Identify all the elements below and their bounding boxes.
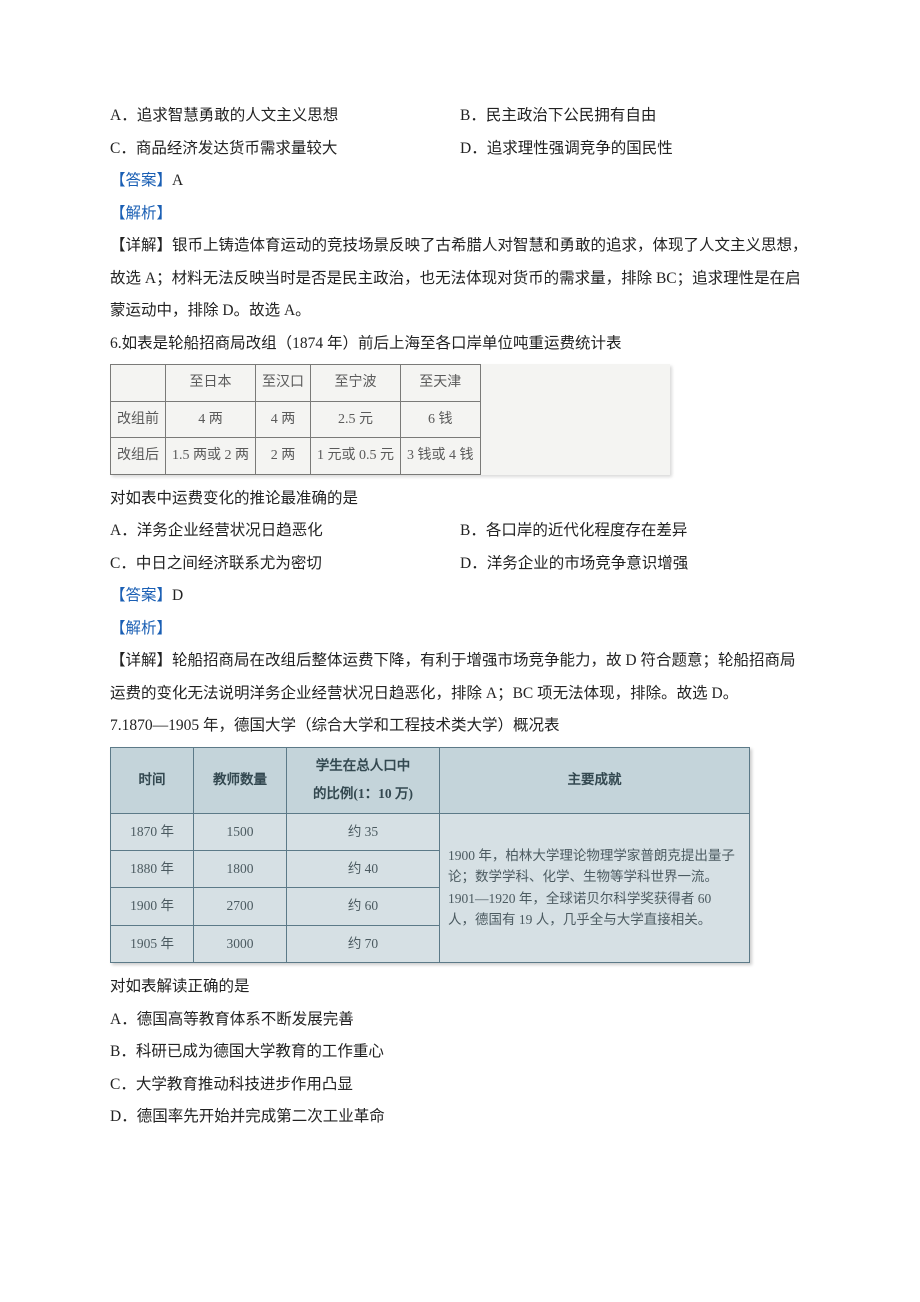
q6-option-d: D．洋务企业的市场竞争意识增强: [460, 548, 810, 581]
q6-stem: 6.如表是轮船招商局改组（1874 年）前后上海至各口岸单位吨重运费统计表: [110, 328, 810, 361]
q7-row-0: 1870 年 1500 约 35 1900 年，柏林大学理论物理学家普朗克提出量…: [111, 813, 750, 850]
q7-r0y: 1870 年: [111, 813, 194, 850]
q7-r3r: 约 70: [287, 925, 440, 962]
q6-analysis-label: 【解析】: [110, 613, 810, 646]
q7-option-a: A．德国高等教育体系不断发展完善: [110, 1004, 810, 1037]
q6-h2: 至汉口: [256, 365, 311, 401]
q5-option-b: B．民主政治下公民拥有自由: [460, 100, 810, 133]
q5-answer-line: 【答案】A: [110, 165, 810, 198]
q7-r0r: 约 35: [287, 813, 440, 850]
q6-option-b: B．各口岸的近代化程度存在差异: [460, 515, 810, 548]
q6-r1c2: 2 两: [256, 438, 311, 474]
q6-h0: [111, 365, 166, 401]
answer-label: 【答案】: [110, 172, 172, 189]
q6-table: 至日本 至汉口 至宁波 至天津 改组前 4 两 4 两 2.5 元 6 钱 改组…: [110, 364, 670, 474]
q6-h4: 至天津: [401, 365, 481, 401]
q6-answer-letter: D: [172, 587, 183, 604]
q5-options-row-2: C．商品经济发达货币需求量较大 D．追求理性强调竞争的国民性: [110, 133, 810, 166]
q5-analysis-label: 【解析】: [110, 198, 810, 231]
q7-r1t: 1800: [194, 850, 287, 887]
q6-h1: 至日本: [166, 365, 256, 401]
q6-detail: 【详解】轮船招商局在改组后整体运费下降，有利于增强市场竞争能力，故 D 符合题意…: [110, 645, 810, 710]
page: A．追求智慧勇敢的人文主义思想 B．民主政治下公民拥有自由 C．商品经济发达货币…: [0, 0, 920, 1194]
q7-table: 时间 教师数量 学生在总人口中 的比例(1：10 万) 主要成就 1870 年 …: [110, 747, 750, 963]
q6-table-header-row: 至日本 至汉口 至宁波 至天津: [111, 365, 481, 401]
q5-options-row-1: A．追求智慧勇敢的人文主义思想 B．民主政治下公民拥有自由: [110, 100, 810, 133]
q6-r1c1: 1.5 两或 2 两: [166, 438, 256, 474]
q6-r0c0: 改组前: [111, 401, 166, 437]
answer-label: 【答案】: [110, 587, 172, 604]
q7-option-b: B．科研已成为德国大学教育的工作重心: [110, 1036, 810, 1069]
q7-r3t: 3000: [194, 925, 287, 962]
q5-detail: 【详解】银币上铸造体育运动的竞技场景反映了古希腊人对智慧和勇敢的追求，体现了人文…: [110, 230, 810, 328]
q6-row-1: 改组后 1.5 两或 2 两 2 两 1 元或 0.5 元 3 钱或 4 钱: [111, 438, 481, 474]
q6-r1c0: 改组后: [111, 438, 166, 474]
q5-option-d: D．追求理性强调竞争的国民性: [460, 133, 810, 166]
q7-h2: 学生在总人口中 的比例(1：10 万): [287, 747, 440, 813]
q7-r3y: 1905 年: [111, 925, 194, 962]
q7-h3: 主要成就: [440, 747, 750, 813]
q6-options-row-2: C．中日之间经济联系尤为密切 D．洋务企业的市场竞争意识增强: [110, 548, 810, 581]
q7-r2y: 1900 年: [111, 888, 194, 925]
q7-stem: 7.1870—1905 年，德国大学（综合大学和工程技术类大学）概况表: [110, 710, 810, 743]
q5-answer-letter: A: [172, 172, 183, 189]
q7-r2r: 约 60: [287, 888, 440, 925]
q7-option-c: C．大学教育推动科技进步作用凸显: [110, 1069, 810, 1102]
q6-option-c: C．中日之间经济联系尤为密切: [110, 548, 460, 581]
q6-row-0: 改组前 4 两 4 两 2.5 元 6 钱: [111, 401, 481, 437]
q6-r1c4: 3 钱或 4 钱: [401, 438, 481, 474]
q6-r0c2: 4 两: [256, 401, 311, 437]
q7-h0: 时间: [111, 747, 194, 813]
q7-header-row: 时间 教师数量 学生在总人口中 的比例(1：10 万) 主要成就: [111, 747, 750, 813]
q7-sub: 对如表解读正确的是: [110, 971, 810, 1004]
q6-sub: 对如表中运费变化的推论最准确的是: [110, 483, 810, 516]
q6-r0c4: 6 钱: [401, 401, 481, 437]
q6-r0c1: 4 两: [166, 401, 256, 437]
q7-r2t: 2700: [194, 888, 287, 925]
q7-option-d: D．德国率先开始并完成第二次工业革命: [110, 1101, 810, 1134]
q6-h3: 至宁波: [311, 365, 401, 401]
q6-answer-line: 【答案】D: [110, 580, 810, 613]
q7-achievement-cell: 1900 年，柏林大学理论物理学家普朗克提出量子论；数学学科、化学、生物等学科世…: [440, 813, 750, 962]
q7-h1: 教师数量: [194, 747, 287, 813]
q6-r0c3: 2.5 元: [311, 401, 401, 437]
q5-option-a: A．追求智慧勇敢的人文主义思想: [110, 100, 460, 133]
q6-r1c3: 1 元或 0.5 元: [311, 438, 401, 474]
q6-options-row-1: A．洋务企业经营状况日趋恶化 B．各口岸的近代化程度存在差异: [110, 515, 810, 548]
q5-option-c: C．商品经济发达货币需求量较大: [110, 133, 460, 166]
q7-r0t: 1500: [194, 813, 287, 850]
q7-r1y: 1880 年: [111, 850, 194, 887]
q6-option-a: A．洋务企业经营状况日趋恶化: [110, 515, 460, 548]
q7-r1r: 约 40: [287, 850, 440, 887]
